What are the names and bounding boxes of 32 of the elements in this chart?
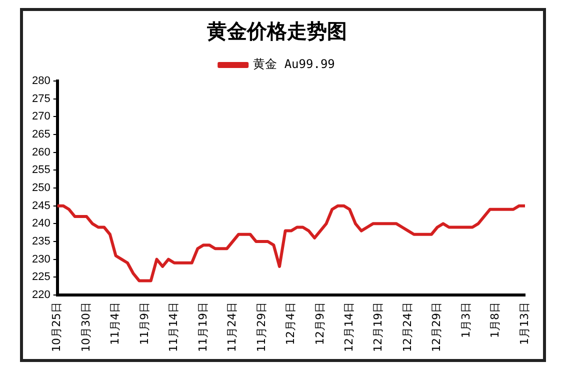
x-tick-label: 1月8日	[488, 302, 502, 338]
y-tick-label: 245	[32, 200, 50, 212]
x-tick-label: 12月9日	[313, 302, 326, 346]
x-tick-label: 10月30日	[79, 302, 92, 352]
y-tick-label: 275	[32, 92, 50, 105]
x-tick-label: 10月25日	[50, 302, 64, 352]
y-tick-label: 220	[32, 289, 50, 302]
x-tick-label: 12月24日	[400, 302, 414, 352]
y-tick-label: 250	[32, 182, 50, 194]
legend-label: 黄金 Au99.99	[253, 57, 335, 72]
x-tick-label: 11月24日	[226, 302, 239, 352]
y-tick-label: 240	[32, 218, 50, 230]
x-tick-label: 11月29日	[254, 302, 268, 352]
y-tick-label: 270	[32, 110, 50, 123]
y-tick-label: 225	[32, 271, 50, 284]
y-tick-label: 265	[32, 128, 50, 141]
x-tick-label: 1月13日	[518, 302, 531, 346]
x-tick-label: 11月14日	[167, 302, 180, 352]
x-tick-label: 11月19日	[196, 302, 210, 352]
x-tick-label: 12月4日	[284, 302, 298, 346]
y-tick-label: 230	[32, 253, 50, 266]
x-tick-label: 12月19日	[372, 302, 385, 352]
y-tick-label: 260	[32, 146, 50, 158]
x-tick-label: 11月9日	[138, 302, 151, 346]
chart-title: 黄金价格走势图	[206, 19, 347, 44]
x-tick-label: 12月14日	[342, 302, 356, 352]
x-tick-label: 1月3日	[459, 302, 472, 338]
y-tick-label: 255	[32, 164, 50, 176]
y-tick-label: 280	[32, 75, 50, 88]
x-tick-label: 11月4日	[108, 302, 122, 346]
x-tick-label: 12月29日	[430, 302, 444, 352]
y-tick-label: 235	[32, 236, 50, 248]
